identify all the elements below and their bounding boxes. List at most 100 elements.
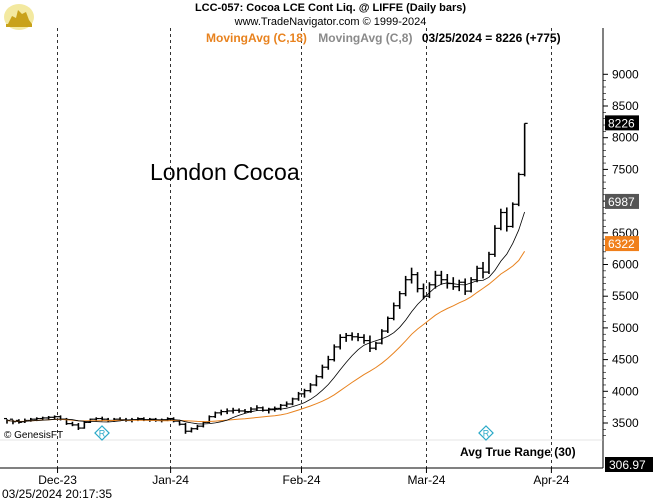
price-bar xyxy=(349,332,356,341)
price-bars xyxy=(4,122,528,434)
atr-label: Avg True Range (30) xyxy=(460,445,576,459)
price-bar xyxy=(503,207,510,232)
price-bar xyxy=(485,251,492,275)
price-bar xyxy=(188,427,195,433)
ma18-line xyxy=(6,251,526,423)
price-bar xyxy=(182,423,189,434)
atr-value-bg xyxy=(605,457,653,472)
price-bar xyxy=(468,277,475,293)
price-bar xyxy=(491,225,498,257)
y-tick-label: 5000 xyxy=(612,321,639,335)
price-bar xyxy=(414,272,421,293)
price-bar xyxy=(390,302,397,321)
price-bar xyxy=(212,411,219,418)
price-bar xyxy=(396,291,403,309)
resting-horse-logo-icon xyxy=(2,2,36,32)
price-bar xyxy=(295,391,302,401)
price-bar xyxy=(224,408,231,415)
y-tick-label: 9000 xyxy=(612,67,639,81)
month-grid-lines xyxy=(57,28,552,468)
price-bar xyxy=(402,275,409,297)
price-bar xyxy=(462,278,469,295)
price-bar xyxy=(75,423,82,430)
price-bar xyxy=(242,409,248,414)
price-bar xyxy=(521,122,528,177)
price-bar xyxy=(307,383,314,393)
last-value-tag: 6322 xyxy=(608,237,635,251)
price-bar xyxy=(372,341,379,351)
date-value-readout: 03/25/2024 = 8226 (+775) xyxy=(421,31,561,45)
price-bar xyxy=(313,374,320,387)
price-bar xyxy=(105,417,112,422)
x-tick-label: Mar-24 xyxy=(407,473,445,487)
price-bar xyxy=(331,344,338,362)
x-tick-label: Apr-24 xyxy=(533,473,569,487)
price-bar xyxy=(230,407,237,414)
price-bar xyxy=(319,364,326,379)
timestamp: 03/25/2024 20:17:35 xyxy=(2,487,113,501)
price-bar xyxy=(432,270,439,289)
y-tick-label: 3500 xyxy=(612,416,639,430)
y-tick-label: 5500 xyxy=(612,289,639,303)
y-tick-label: 7500 xyxy=(612,162,639,176)
ma8-legend: MovingAvg (C,8) xyxy=(318,31,413,45)
last-value-tag-bg xyxy=(605,115,639,131)
price-bar xyxy=(456,279,463,292)
price-bar xyxy=(366,335,373,352)
r-diamond-shape xyxy=(478,425,494,441)
price-bar xyxy=(438,270,445,285)
r-diamond-marker-icon: R xyxy=(478,425,494,441)
r-diamond-marker-icon: R xyxy=(94,425,110,441)
price-bar xyxy=(265,407,272,414)
price-bar xyxy=(509,202,516,228)
price-bar xyxy=(426,282,433,299)
chart-subtitle: www.TradeNavigator.com © 1999-2024 xyxy=(234,16,427,28)
x-tick-label: Dec-23 xyxy=(38,473,77,487)
y-tick-label: 6000 xyxy=(612,258,639,272)
price-bar xyxy=(497,208,504,231)
y-axis: 3500400045005000550060006500700075008000… xyxy=(0,28,653,472)
x-tick-label: Jan-24 xyxy=(152,473,189,487)
y-tick-label: 8000 xyxy=(612,131,639,145)
last-value-tag: 6987 xyxy=(608,195,635,209)
x-axis: Dec-23 Jan-24 Feb-24 Mar-24 Apr-24 xyxy=(0,467,603,487)
price-bar xyxy=(81,421,88,429)
price-bar xyxy=(283,401,290,408)
y-tick-label: 8500 xyxy=(612,99,639,113)
atr-value: 306.97 xyxy=(609,458,646,472)
last-value-tag-bg xyxy=(605,193,639,209)
price-bar xyxy=(218,409,225,416)
r-diamond-letter: R xyxy=(483,429,490,439)
annotation-text: London Cocoa xyxy=(150,159,300,185)
price-bar xyxy=(337,334,344,350)
price-bar xyxy=(259,406,266,412)
price-bar xyxy=(194,424,201,430)
price-bar xyxy=(355,332,362,342)
y-tick-label: 4000 xyxy=(612,384,639,398)
price-bar xyxy=(480,261,486,279)
r-diamond-letter: R xyxy=(99,429,106,439)
price-bar xyxy=(515,172,522,207)
ma18-legend: MovingAvg (C,18) xyxy=(206,31,307,45)
indicator-legend: MovingAvg (C,18) MovingAvg (C,8) 03/25/2… xyxy=(206,31,561,45)
price-bar xyxy=(289,397,296,406)
price-bar xyxy=(325,355,332,370)
price-bar xyxy=(301,388,308,398)
price-bar xyxy=(69,421,76,427)
x-tick-label: Feb-24 xyxy=(282,473,320,487)
r-diamond-shape xyxy=(94,425,110,441)
price-bar xyxy=(236,408,243,413)
price-bar xyxy=(45,416,52,420)
y-tick-label: 4500 xyxy=(612,353,639,367)
watermark: © GenesisFT xyxy=(4,430,64,441)
chart-title: LCC-057: Cocoa LCE Cont Liq. @ LIFFE (Da… xyxy=(194,2,467,14)
price-bar xyxy=(253,405,260,411)
price-bar xyxy=(378,329,385,345)
price-bar xyxy=(271,406,278,412)
price-bar xyxy=(361,334,367,344)
price-bar xyxy=(384,316,391,333)
price-bar xyxy=(474,265,481,283)
price-bar xyxy=(51,415,58,420)
